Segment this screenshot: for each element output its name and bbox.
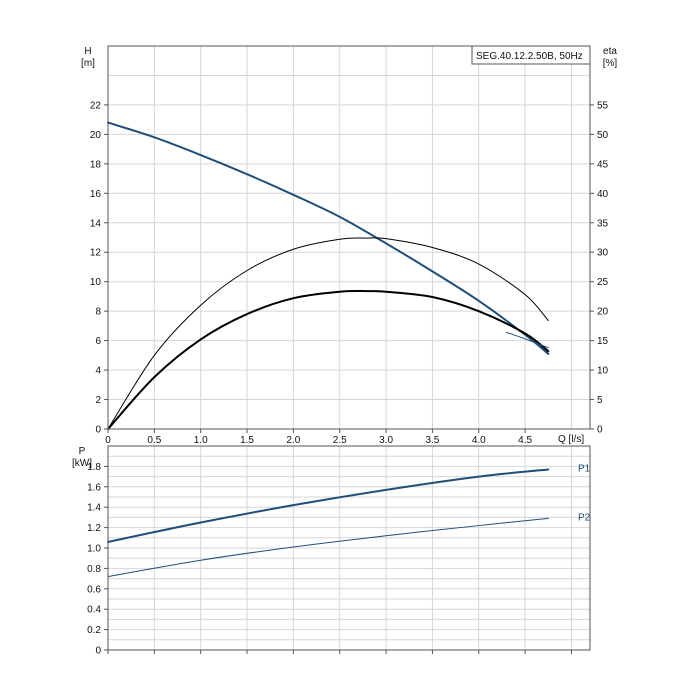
series-line-3 [107, 289, 550, 430]
y-left-tick-label: 16 [90, 189, 102, 200]
top-plot-ticks: 0 0.5 1.0 1.5 2.0 2.5 3.0 3.5 4.0 4.5 0 2 4 6 8 10 12 14 1… [90, 100, 609, 446]
y-left-tick-label: 0 [95, 425, 101, 436]
series-line-4 [506, 331, 549, 349]
y-right-tick-label: 45 [597, 159, 609, 170]
power-series-label: P2 [578, 512, 591, 523]
y-left-tick-label: 6 [95, 336, 101, 347]
y-right-tick-label: 50 [597, 130, 609, 141]
power-series-label: P1 [578, 463, 591, 474]
top-plot-frame [107, 45, 591, 430]
x-tick-label: 2.5 [333, 435, 347, 446]
y-left-tick-label: 10 [90, 277, 102, 288]
x-tick-label: 3.5 [425, 435, 439, 446]
series-line-2 [107, 237, 549, 430]
y-tick-label: 0 [95, 646, 101, 657]
y-right-tick-label: 15 [597, 336, 609, 347]
x-tick-label: 0 [105, 435, 111, 446]
top-plot-series [107, 121, 550, 430]
x-tick-label: 1.0 [194, 435, 208, 446]
y-tick-label: 1.4 [87, 503, 101, 514]
x-tick-label: 4.0 [472, 435, 486, 446]
y-left-tick-label: 20 [90, 130, 102, 141]
y-right-tick-label: 20 [597, 307, 609, 318]
head-efficiency-plot: 0 0.5 1.0 1.5 2.0 2.5 3.0 3.5 4.0 4.5 0 2 4 6 8 10 12 14 1… [81, 45, 618, 446]
y-right-tick-label: 10 [597, 366, 609, 377]
x-tick-label: 2.0 [286, 435, 300, 446]
y-tick-label: 1.2 [87, 523, 101, 534]
y-left-axis-label: H [84, 46, 91, 57]
model-label-box [471, 45, 591, 65]
y-tick-label: 1.0 [87, 544, 101, 555]
y-right-tick-label: 55 [597, 100, 609, 111]
y-left-tick-label: 14 [90, 218, 102, 229]
y-tick-label: 0.6 [87, 584, 101, 595]
power-series-line-2 [107, 517, 549, 578]
y-right-axis-label: eta [603, 46, 617, 57]
y-tick-label: 1.6 [87, 482, 101, 493]
y-left-tick-label: 4 [95, 366, 101, 377]
x-tick-label: 3.0 [379, 435, 393, 446]
y-tick-label: 0.2 [87, 625, 101, 636]
top-plot-grid [107, 45, 590, 430]
y-tick-label: 1.8 [87, 462, 101, 473]
x-axis-label: Q [l/s] [558, 434, 584, 445]
y-tick-label: 0.4 [87, 605, 101, 616]
y-right-tick-label: 30 [597, 248, 609, 259]
x-tick-label: 0.5 [147, 435, 161, 446]
power-series-labels: P1 P2 [578, 463, 591, 523]
y-left-tick-label: 12 [90, 248, 102, 259]
x-tick-label: 1.5 [240, 435, 254, 446]
y-right-tick-label: 40 [597, 189, 609, 200]
y-right-tick-label: 5 [597, 395, 603, 406]
y-left-tick-label: 2 [95, 395, 101, 406]
bottom-plot-ticks: 0 0.2 0.4 0.6 0.8 1.0 1.2 1.4 1.6 1.8 [87, 462, 572, 657]
bottom-plot-series [107, 468, 550, 578]
y-right-tick-label: 0 [597, 425, 603, 436]
y-left-tick-label: 22 [90, 100, 102, 111]
y-left-tick-label: 8 [95, 307, 101, 318]
y-right-axis-unit: [%] [603, 58, 618, 69]
x-tick-label: 4.5 [518, 435, 532, 446]
power-axis-unit: [kW] [72, 458, 92, 469]
y-left-tick-label: 18 [90, 159, 102, 170]
y-right-tick-label: 35 [597, 218, 609, 229]
y-right-tick-label: 25 [597, 277, 609, 288]
power-plot: 0 0.2 0.4 0.6 0.8 1.0 1.2 1.4 1.6 1.8 P [kW] P1 P2 [72, 445, 591, 657]
bottom-plot-grid [107, 445, 590, 651]
power-axis-label: P [79, 446, 86, 457]
y-tick-label: 0.8 [87, 564, 101, 575]
power-series-line-1 [107, 468, 550, 543]
series-line-1 [107, 121, 550, 355]
y-left-axis-unit: [m] [81, 58, 95, 69]
model-label: SEG.40.12.2.50B, 50Hz [476, 51, 583, 62]
